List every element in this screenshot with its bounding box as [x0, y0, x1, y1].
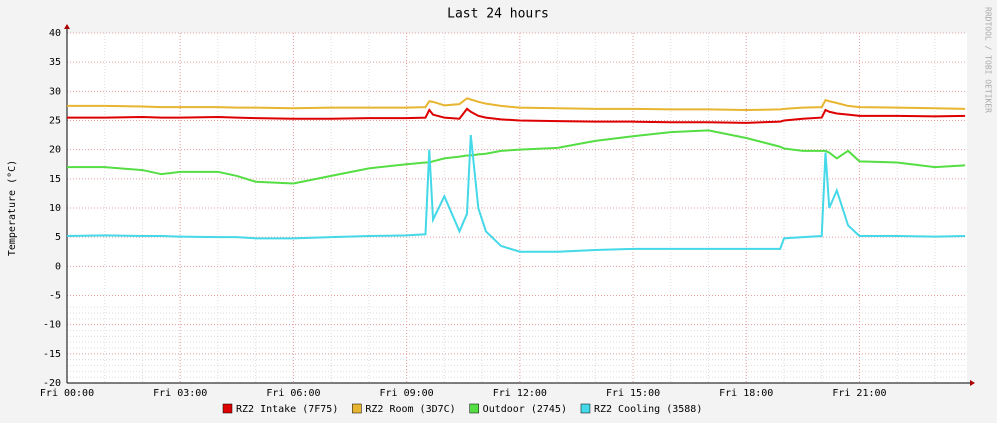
x-tick-label: Fri 03:00: [153, 388, 207, 399]
y-tick-label: 5: [55, 232, 61, 243]
y-tick-label: -15: [43, 349, 61, 360]
x-tick-label: Fri 06:00: [266, 388, 320, 399]
x-tick-label: Fri 15:00: [606, 388, 660, 399]
legend-swatch: [222, 403, 233, 414]
series-line: [67, 107, 966, 124]
chart-title: Last 24 hours: [447, 7, 549, 22]
x-tick-label: Fri 09:00: [380, 388, 434, 399]
y-axis-label: Temperature (°C): [7, 160, 18, 256]
series-line: [67, 129, 966, 185]
y-tick-label: 10: [49, 203, 61, 214]
y-tick-label: -10: [43, 320, 61, 331]
y-tick-label: 15: [49, 174, 61, 185]
watermark: RRDTOOL / TOBI OETIKER: [984, 7, 993, 113]
legend-label: RZ2 Room (3D7C): [365, 404, 455, 415]
y-tick-label: -20: [43, 378, 61, 389]
x-tick-label: Fri 21:00: [832, 388, 886, 399]
y-tick-label: 25: [49, 116, 61, 127]
x-tick-label: Fri 18:00: [719, 388, 773, 399]
y-tick-label: 40: [49, 28, 61, 39]
legend-label: Outdoor (2745): [483, 404, 567, 415]
legend-swatch: [352, 403, 362, 414]
legend-label: RZ2 Cooling (3588): [594, 404, 702, 415]
x-tick-label: Fri 00:00: [40, 388, 94, 399]
y-tick-label: 20: [49, 145, 61, 156]
legend-label: RZ2 Intake (7F75): [236, 404, 338, 415]
y-tick-label: 0: [55, 261, 61, 272]
series-line: [67, 97, 966, 112]
y-tick-label: -5: [49, 291, 61, 302]
legend-swatch: [469, 403, 479, 414]
y-tick-label: 30: [49, 86, 61, 97]
axis-arrow: [64, 24, 70, 29]
series-line: [66, 134, 966, 253]
legend-swatch: [580, 403, 591, 414]
y-tick-label: 35: [49, 57, 61, 68]
x-tick-label: Fri 12:00: [493, 388, 547, 399]
axis-arrow: [970, 380, 975, 386]
